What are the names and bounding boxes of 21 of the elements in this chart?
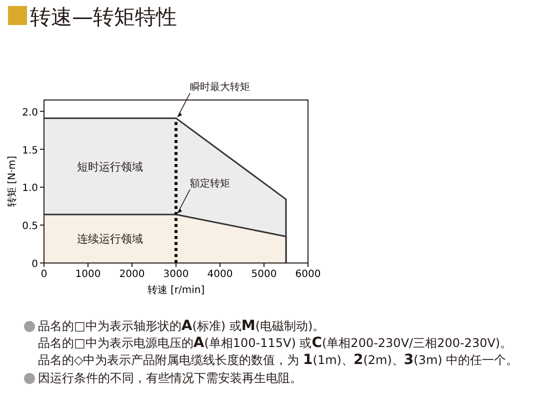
x-tick-label: 1000 [75, 269, 101, 280]
x-tick-label: 6000 [295, 269, 321, 280]
text: 品名的□中为表示轴形状的A(标准) 或M(电磁制动)。品名的□中为表示电源电压的A(单相100-115V) 或C(单相200-230V/三相200-230V)。品名的◇中为表示产品附属电缆线长度的数值，为 1(1m)、2(2m)、3(3m) 中的任一个。 [38, 318, 518, 368]
x-axis-title: 转速 [r/min] [147, 284, 205, 296]
y-tick-label: 1.0 [22, 183, 38, 194]
x-tick-label: 2000 [119, 269, 145, 280]
text: 因运行条件的不同，有些情况下需安装再生电阻。 [38, 371, 302, 385]
y-tick-label: 2.0 [22, 107, 38, 118]
x-tick-label: 3000 [163, 269, 189, 280]
y-axis-title: 转矩 [N·m] [6, 156, 18, 208]
chart-title: 转速—转矩特性 [30, 5, 177, 29]
x-tick-label: 4000 [207, 269, 233, 280]
y-tick-label: 0 [32, 259, 38, 270]
x-tick-label: 5000 [251, 269, 277, 280]
y-tick-label: 0.5 [22, 221, 38, 232]
series-label: 连续运行领域 [77, 232, 143, 246]
y-tick-label: 1.5 [22, 145, 38, 156]
annotation: 額定转矩 [190, 177, 230, 190]
series-label: 短时运行领域 [77, 160, 143, 174]
annotation: 瞬时最大转矩 [190, 81, 250, 94]
x-tick-label: 0 [40, 269, 48, 280]
